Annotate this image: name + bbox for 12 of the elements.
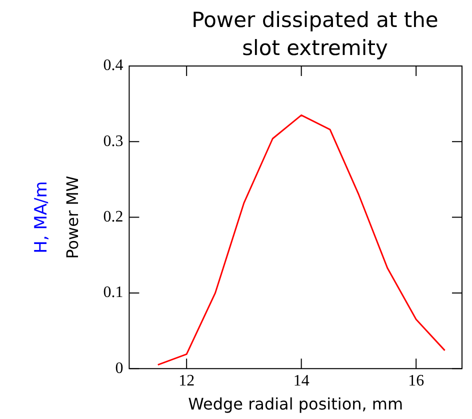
y-axis-title: Power MW — [62, 176, 82, 259]
chart-title: Power dissipated at the slot extremity — [190, 7, 440, 62]
x-axis-title: Wedge radial position, mm — [188, 394, 404, 414]
x-tick-label: 14 — [293, 372, 310, 390]
y-tick-label: 0.4 — [103, 57, 124, 74]
y-tick-label: 0.1 — [103, 284, 124, 302]
y-tick-label: 0 — [115, 360, 124, 377]
x-tick-label: 16 — [408, 372, 424, 390]
y2-axis-title: H, MA/m — [31, 181, 52, 254]
y-tick-label: 0.2 — [103, 208, 124, 226]
y-tick-label: 0.3 — [103, 132, 124, 150]
x-tick-label: 12 — [178, 372, 195, 390]
